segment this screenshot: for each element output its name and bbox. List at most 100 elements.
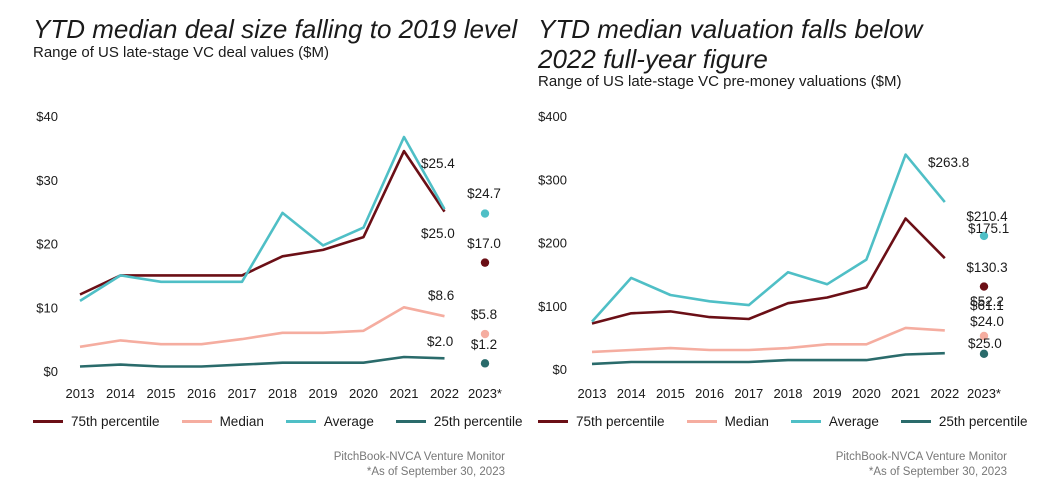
data-label: $2.0: [427, 334, 453, 349]
data-label: $1.2: [471, 337, 497, 352]
data-point-2023-25th-percentile: [480, 359, 490, 368]
x-tick-label: 2020: [349, 386, 378, 401]
series-line-average: [591, 153, 946, 323]
y-tick-label: $400: [538, 109, 567, 124]
legend-label: Average: [323, 414, 374, 429]
data-label: $130.3: [966, 260, 1007, 275]
series-line-median: [591, 326, 945, 354]
chart-panel-deal-size: YTD median deal size falling to 2019 lev…: [33, 14, 522, 480]
data-label: $52.2: [970, 294, 1004, 309]
x-tick-label: 2018: [774, 386, 803, 401]
data-label: $5.8: [471, 307, 497, 322]
chart-legend: 75th percentile Median Average 25th perc…: [33, 414, 522, 429]
source-note: PitchBook-NVCA Venture Monitor *As of Se…: [334, 450, 505, 480]
legend-item-average: Average: [790, 414, 879, 429]
x-tick-label: 2020: [852, 386, 881, 401]
legend-swatch: [790, 420, 821, 423]
series-line-25th-percentile: [79, 355, 445, 368]
source-note: PitchBook-NVCA Venture Monitor *As of Se…: [836, 450, 1007, 480]
chart-panel-valuation: YTD median valuation falls below 2022 fu…: [519, 0, 1038, 488]
source-text: PitchBook-NVCA Venture Monitor: [835, 451, 1007, 463]
chart-title: YTD median deal size falling to 2019 lev…: [33, 14, 518, 44]
x-tick-label: 2022: [430, 386, 459, 401]
y-tick-label: $20: [36, 237, 58, 252]
chart-legend: 75th percentile Median Average 25th perc…: [538, 414, 1027, 429]
data-point-2023-75th-percentile: [979, 282, 989, 291]
x-tick-label: 2018: [268, 386, 297, 401]
legend-label: 75th percentile: [71, 414, 160, 429]
y-tick-label: $0: [553, 362, 567, 377]
valuation-line-chart: $0 $100 $200 $300 $400 2013 2014 2015 2016 2017 20…: [538, 109, 1009, 401]
series-line-25th-percentile: [591, 351, 945, 366]
legend-swatch: [900, 420, 931, 423]
data-label: $175.1: [968, 221, 1009, 236]
series-line-average: [79, 135, 446, 303]
chart-title: YTD median valuation falls below 2022 fu…: [538, 14, 923, 74]
legend-swatch: [686, 420, 717, 423]
y-tick-label: $200: [538, 236, 567, 251]
x-tick-label: 2017: [734, 386, 763, 401]
x-tick-label: 2019: [309, 386, 338, 401]
x-tick-label: 2013: [66, 386, 95, 401]
data-label: $210.4: [966, 209, 1008, 224]
source-text: PitchBook-NVCA Venture Monitor: [333, 451, 505, 463]
y-tick-label: $300: [538, 172, 567, 187]
legend-item-75th-percentile: 75th percentile: [33, 414, 160, 429]
y-tick-label: $100: [538, 299, 567, 314]
legend-item-median: Median: [181, 414, 264, 429]
data-label: $25.0: [421, 226, 455, 241]
data-point-2023-25th-percentile: [979, 349, 989, 359]
data-label: $25.4: [421, 156, 455, 171]
x-tick-label: 2021: [891, 386, 920, 401]
data-point-2023-median: [979, 331, 989, 341]
x-tick-label: 2014: [106, 386, 135, 401]
x-tick-label: 2013: [578, 386, 607, 401]
data-label: $8.6: [428, 288, 454, 303]
x-tick-label: 2019: [813, 386, 842, 401]
series-line-75th-percentile: [79, 149, 446, 296]
data-point-2023-median: [480, 329, 490, 339]
x-tick-label: 2023*: [468, 386, 502, 401]
x-tick-label: 2015: [656, 386, 685, 401]
x-tick-label: 2022: [930, 386, 959, 401]
footnote-text: *As of September 30, 2023: [868, 466, 1007, 478]
x-tick-label: 2021: [390, 386, 419, 401]
legend-swatch: [181, 420, 212, 423]
legend-label: 25th percentile: [938, 414, 1028, 429]
x-tick-label: 2014: [617, 386, 646, 401]
data-label: $17.0: [467, 236, 501, 251]
legend-swatch: [395, 420, 426, 423]
legend-item-median: Median: [686, 414, 769, 429]
data-label: $24.7: [467, 186, 501, 201]
deal-size-line-chart: $0 $10 $20 $30 $40 2013 2014 2015 2016 2017 2018 20…: [36, 109, 502, 401]
legend-label: 75th percentile: [576, 414, 665, 429]
chart-subtitle: Range of US late-stage VC pre-money valu…: [538, 73, 902, 90]
legend-item-25th-percentile: 25th percentile: [900, 414, 1028, 429]
x-tick-label: 2016: [187, 386, 216, 401]
legend-item-25th-percentile: 25th percentile: [395, 414, 523, 429]
x-tick-label: 2015: [147, 386, 176, 401]
legend-item-average: Average: [285, 414, 374, 429]
legend-label: Median: [724, 414, 769, 429]
x-tick-label: 2017: [228, 386, 257, 401]
footnote-text: *As of September 30, 2023: [366, 466, 505, 478]
legend-label: 25th percentile: [433, 414, 523, 429]
legend-swatch: [33, 420, 63, 423]
y-tick-label: $10: [36, 300, 58, 315]
legend-item-75th-percentile: 75th percentile: [538, 414, 665, 429]
data-label: $61.1: [970, 298, 1004, 313]
data-point-2023-average: [979, 231, 989, 241]
data-label: $263.8: [928, 155, 969, 170]
legend-swatch: [538, 420, 568, 423]
y-tick-label: $40: [36, 109, 58, 124]
x-tick-label: 2023*: [967, 386, 1001, 401]
x-tick-label: 2016: [695, 386, 724, 401]
legend-swatch: [285, 420, 316, 423]
legend-label: Median: [219, 414, 264, 429]
y-tick-label: $30: [36, 173, 58, 188]
chart-subtitle: Range of US late-stage VC deal values ($…: [33, 44, 329, 61]
series-line-75th-percentile: [591, 217, 946, 325]
data-point-2023-75th-percentile: [480, 258, 490, 267]
data-point-2023-average: [480, 209, 490, 218]
series-line-median: [79, 305, 445, 349]
